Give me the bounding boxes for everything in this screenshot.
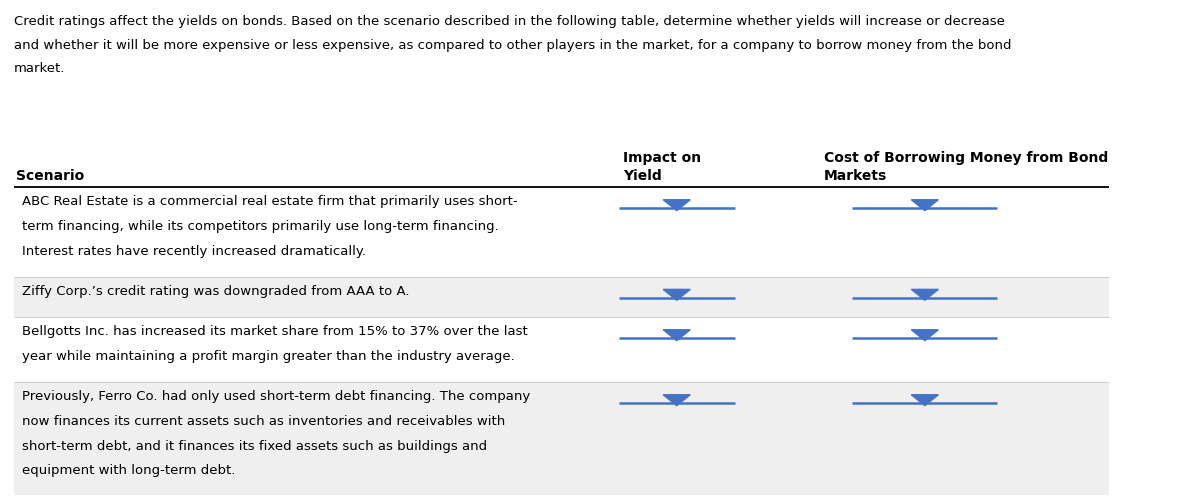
Text: short-term debt, and it finances its fixed assets such as buildings and: short-term debt, and it finances its fix…	[22, 440, 487, 453]
Bar	[14, 382, 1109, 497]
Polygon shape	[664, 289, 690, 300]
Text: Interest rates have recently increased dramatically.: Interest rates have recently increased d…	[22, 245, 366, 257]
Text: equipment with long-term debt.: equipment with long-term debt.	[22, 464, 235, 477]
Text: Credit ratings affect the yields on bonds. Based on the scenario described in th: Credit ratings affect the yields on bond…	[14, 15, 1004, 28]
Polygon shape	[664, 200, 690, 211]
Text: Impact on: Impact on	[623, 150, 701, 164]
Text: ABC Real Estate is a commercial real estate firm that primarily uses short-: ABC Real Estate is a commercial real est…	[22, 195, 517, 208]
Text: term financing, while its competitors primarily use long-term financing.: term financing, while its competitors pr…	[22, 220, 498, 233]
Text: Yield: Yield	[623, 169, 662, 183]
Polygon shape	[664, 330, 690, 341]
Bar	[14, 317, 1109, 382]
Text: market.: market.	[14, 62, 65, 75]
Polygon shape	[911, 330, 938, 341]
Polygon shape	[911, 200, 938, 211]
Polygon shape	[911, 289, 938, 300]
Text: Bellgotts Inc. has increased its market share from 15% to 37% over the last: Bellgotts Inc. has increased its market …	[22, 325, 528, 338]
Bar	[14, 277, 1109, 317]
Text: now finances its current assets such as inventories and receivables with: now finances its current assets such as …	[22, 415, 505, 428]
Text: Scenario: Scenario	[16, 169, 84, 183]
Polygon shape	[664, 395, 690, 405]
Polygon shape	[911, 395, 938, 405]
Text: Previously, Ferro Co. had only used short-term debt financing. The company: Previously, Ferro Co. had only used shor…	[22, 390, 530, 403]
Text: Ziffy Corp.’s credit rating was downgraded from AAA to A.: Ziffy Corp.’s credit rating was downgrad…	[22, 285, 409, 298]
Text: Cost of Borrowing Money from Bond: Cost of Borrowing Money from Bond	[824, 150, 1109, 164]
Text: and whether it will be more expensive or less expensive, as compared to other pl: and whether it will be more expensive or…	[14, 39, 1012, 52]
Text: Markets: Markets	[824, 169, 888, 183]
Text: year while maintaining a profit margin greater than the industry average.: year while maintaining a profit margin g…	[22, 350, 515, 363]
Bar	[14, 187, 1109, 277]
